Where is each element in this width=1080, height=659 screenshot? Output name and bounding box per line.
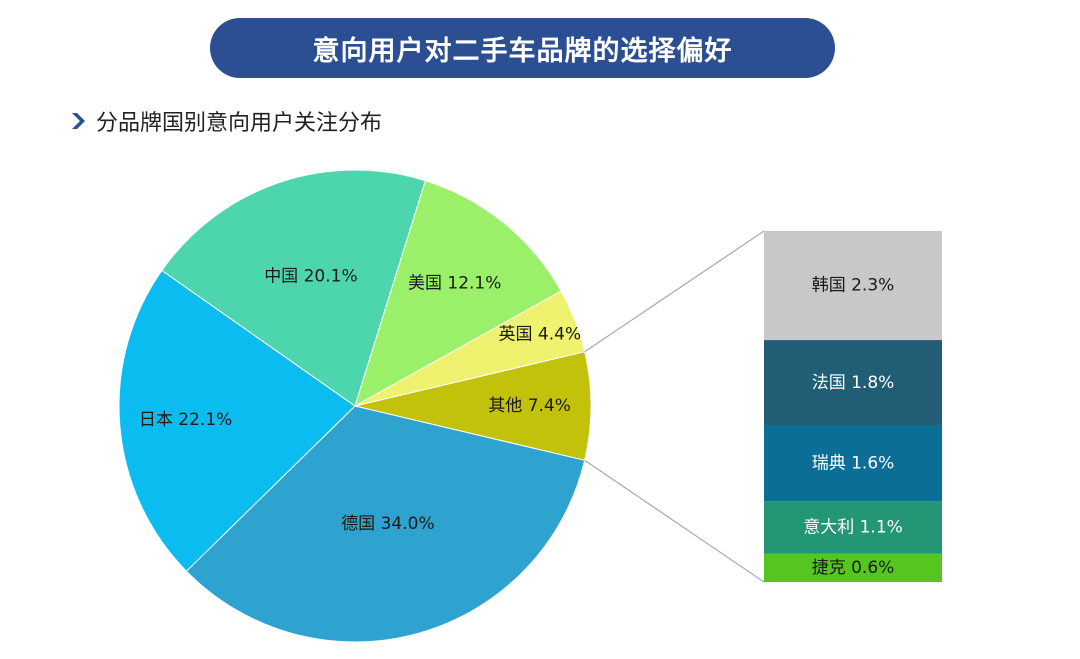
- section-subtitle: 分品牌国别意向用户关注分布: [96, 111, 383, 136]
- bar-label-3: 意大利 1.1%: [803, 518, 903, 538]
- pie-label-2: 日本 22.1%: [139, 410, 232, 430]
- pie-slice-5: [354, 290, 586, 407]
- breakdown-bar: 韩国 2.3% 法国 1.8% 瑞典 1.6% 意大利 1.1% 捷克 0.6%: [764, 231, 942, 582]
- pie-slice-1: [185, 405, 586, 643]
- connector-line-bottom: [584, 459, 765, 583]
- bar-segment-2: [764, 425, 942, 502]
- chart-title: 意向用户对二手车品牌的选择偏好: [312, 35, 733, 67]
- bar-segment-1: [764, 340, 942, 426]
- chart-title-banner: 意向用户对二手车品牌的选择偏好: [210, 18, 835, 78]
- bar-label-4: 捷克 0.6%: [812, 558, 895, 578]
- section-subtitle-row: 分品牌国别意向用户关注分布: [70, 104, 382, 138]
- pie-slice-2: [118, 269, 356, 572]
- pie-slice-0: [354, 351, 592, 461]
- bar-label-2: 瑞典 1.6%: [812, 453, 895, 473]
- pie-label-1: 德国 34.0%: [341, 514, 434, 534]
- connector-line-top: [584, 230, 765, 353]
- bar-segment-0: [764, 231, 942, 341]
- pie: 其他 7.4% 德国 34.0% 日本 22.1% 中国 20.1% 美国 12.1% 英…: [118, 169, 592, 643]
- bar-segment-3: [764, 501, 942, 554]
- bar-label-1: 法国 1.8%: [812, 373, 895, 393]
- pie-label-5: 英国 4.4%: [499, 324, 582, 344]
- pie-label-3: 中国 20.1%: [264, 266, 357, 286]
- bar-label-0: 韩国 2.3%: [812, 276, 895, 296]
- pie-slice-4: [354, 180, 562, 408]
- pie-label-0: 其他 7.4%: [488, 396, 571, 416]
- pie-label-4: 美国 12.1%: [408, 273, 501, 293]
- chevron-right-icon: [72, 113, 85, 129]
- pie-slice-3: [161, 169, 427, 407]
- bar-segment-4: [764, 553, 942, 582]
